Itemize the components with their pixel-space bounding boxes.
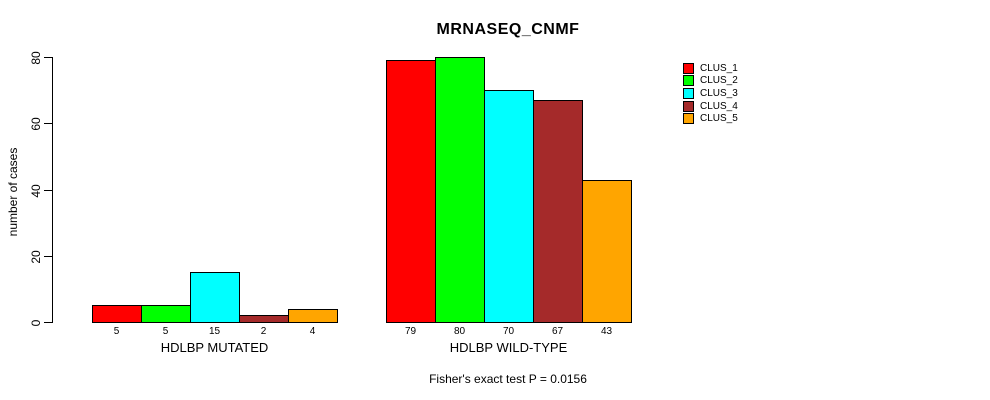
bar-clus_4: [533, 100, 583, 323]
group-label: HDLBP MUTATED: [160, 340, 269, 355]
legend-row: CLUS_2: [683, 75, 738, 88]
y-axis-line: [52, 57, 53, 323]
bar-clus_1: [92, 305, 142, 323]
legend-label: CLUS_1: [700, 62, 738, 74]
chart-title: MRNASEQ_CNMF: [436, 21, 580, 38]
caption-text: Fisher's exact test P = 0.0156: [429, 372, 587, 386]
y-axis-tick-label: 0: [29, 319, 43, 326]
legend-label: CLUS_2: [700, 75, 738, 87]
legend-label: CLUS_4: [700, 100, 738, 112]
y-axis-tick: [44, 256, 52, 257]
legend-swatch-clus_4: [683, 100, 694, 112]
y-axis-tick-label: 40: [29, 183, 43, 198]
y-axis-tick-label: 20: [29, 249, 43, 264]
legend-label: CLUS_3: [700, 87, 738, 99]
bar-value-label: 80: [453, 326, 466, 337]
bar-value-label: 2: [260, 326, 267, 337]
y-axis-tick-label: 60: [29, 116, 43, 131]
bar-clus_2: [435, 57, 485, 323]
y-axis-tick: [44, 57, 52, 58]
bar-value-label: 5: [113, 326, 120, 337]
y-axis-tick: [44, 123, 52, 124]
bar-value-label: 4: [309, 326, 316, 337]
bar-clus_5: [582, 180, 632, 323]
legend-row: CLUS_4: [683, 100, 738, 113]
legend-swatch-clus_3: [683, 87, 694, 99]
legend-row: CLUS_1: [683, 62, 738, 75]
bar-clus_2: [141, 305, 191, 323]
bar-value-label: 15: [208, 326, 221, 337]
bar-clus_5: [288, 309, 338, 323]
legend-swatch-clus_2: [683, 75, 694, 87]
y-axis-tick-label: 80: [29, 50, 43, 65]
legend-swatch-clus_1: [683, 62, 694, 74]
bar-value-label: 5: [162, 326, 169, 337]
legend-label: CLUS_5: [700, 113, 738, 125]
bar-clus_3: [190, 272, 240, 323]
legend: CLUS_1 CLUS_2 CLUS_3 CLUS_4 CLUS_5: [683, 62, 738, 125]
bar-clus_1: [386, 60, 436, 323]
legend-row: CLUS_3: [683, 87, 738, 100]
bar-clus_3: [484, 90, 534, 323]
bar-value-label: 67: [551, 326, 564, 337]
bar-value-label: 79: [404, 326, 417, 337]
bar-value-label: 70: [502, 326, 515, 337]
y-axis-label: number of cases: [6, 147, 20, 237]
bar-value-label: 43: [600, 326, 613, 337]
legend-swatch-clus_5: [683, 113, 694, 125]
legend-row: CLUS_5: [683, 112, 738, 125]
y-axis-tick: [44, 322, 52, 323]
y-axis-tick: [44, 190, 52, 191]
group-label: HDLBP WILD-TYPE: [449, 340, 568, 355]
bar-clus_4: [239, 315, 289, 323]
